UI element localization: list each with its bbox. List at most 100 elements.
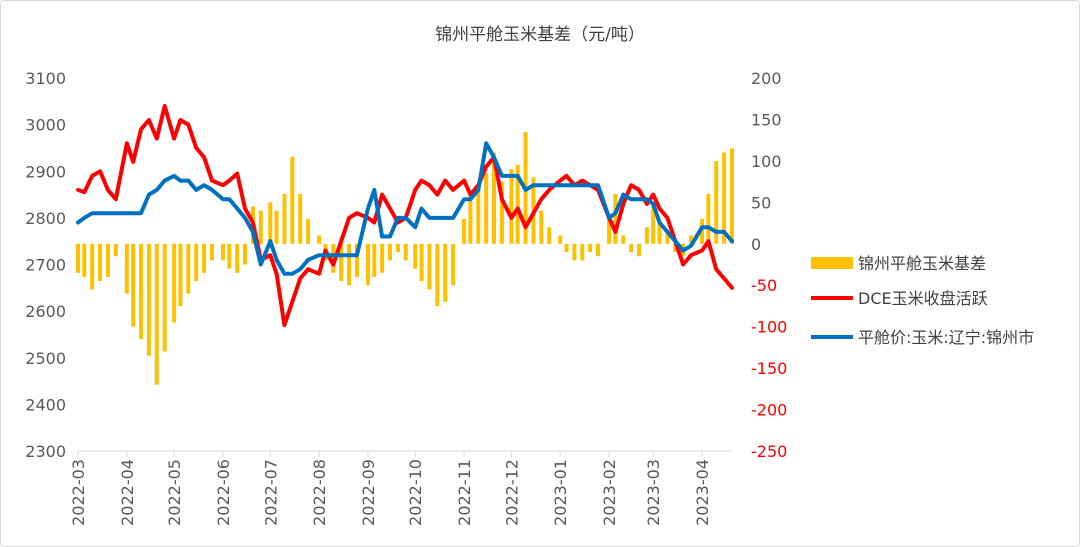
basis-bar xyxy=(82,243,87,277)
right-tick-label: -50 xyxy=(751,276,777,295)
basis-bar xyxy=(419,243,424,282)
right-tick-label: -200 xyxy=(751,401,787,420)
x-tick-label: 2022-09 xyxy=(359,459,378,526)
x-tick-label: 2022-03 xyxy=(69,459,88,526)
basis-bar xyxy=(547,227,552,244)
basis-bar xyxy=(722,152,727,244)
basis-bar xyxy=(139,243,144,340)
basis-bar xyxy=(395,243,400,253)
basis-bar xyxy=(427,243,432,290)
x-tick-label: 2023-01 xyxy=(551,459,570,526)
basis-bar xyxy=(499,181,504,244)
x-tick-label: 2022-12 xyxy=(502,459,521,526)
basis-bar xyxy=(90,243,95,290)
right-tick-label: 100 xyxy=(751,152,782,171)
basis-bar xyxy=(476,185,481,244)
right-tick-label: 0 xyxy=(751,235,761,254)
basis-bar xyxy=(468,194,473,244)
basis-bar xyxy=(607,218,612,244)
basis-bar xyxy=(186,243,191,294)
basis-bar xyxy=(339,243,344,282)
x-tick-label: 2022-08 xyxy=(310,459,329,526)
basis-bar xyxy=(372,243,377,277)
x-tick-label: 2022-05 xyxy=(165,459,184,526)
left-tick-label: 2400 xyxy=(25,395,66,414)
basis-bar xyxy=(515,165,520,244)
basis-bar xyxy=(596,243,601,257)
basis-bar xyxy=(462,218,467,244)
basis-bar xyxy=(347,243,352,286)
x-tick-label: 2023-02 xyxy=(600,459,619,526)
basis-bar xyxy=(714,160,719,244)
basis-bar xyxy=(673,243,678,253)
basis-bar xyxy=(572,243,577,261)
basis-bar xyxy=(274,210,279,244)
basis-bar xyxy=(492,152,497,244)
basis-bar xyxy=(258,210,263,244)
basis-bar xyxy=(613,194,618,244)
basis-bar xyxy=(644,227,649,244)
price-lines xyxy=(76,104,734,328)
basis-bar xyxy=(235,243,240,273)
basis-bar xyxy=(146,243,151,356)
basis-bar xyxy=(700,218,705,244)
x-tick-label: 2022-04 xyxy=(118,459,137,526)
basis-bar xyxy=(730,148,734,244)
basis-bar xyxy=(282,194,287,244)
basis-bar xyxy=(317,235,322,244)
left-tick-label: 2500 xyxy=(25,349,66,368)
basis-bar xyxy=(290,156,295,244)
basis-bar xyxy=(243,243,248,265)
basis-bar xyxy=(509,169,514,244)
basis-bar xyxy=(306,218,311,244)
basis-bar xyxy=(443,243,448,302)
basis-bar xyxy=(227,243,232,269)
basis-bar xyxy=(580,243,585,261)
left-tick-label: 3000 xyxy=(25,116,66,135)
x-tick-label: 2023-03 xyxy=(644,459,663,526)
left-tick-label: 2800 xyxy=(25,209,66,228)
basis-bar xyxy=(354,243,359,277)
basis-bar xyxy=(435,243,440,306)
basis-bar xyxy=(209,243,214,261)
basis-bar xyxy=(131,243,136,327)
basis-bar xyxy=(484,173,489,244)
basis-bar xyxy=(588,243,593,253)
basis-bar xyxy=(98,243,103,282)
right-tick-label: 50 xyxy=(751,193,771,212)
x-tick-label: 2022-07 xyxy=(261,459,280,526)
basis-bar xyxy=(202,243,207,273)
right-tick-label: -100 xyxy=(751,318,787,337)
left-tick-label: 2700 xyxy=(25,256,66,275)
basis-bar xyxy=(388,243,393,261)
basis-bar xyxy=(539,210,544,244)
x-tick-label: 2022-11 xyxy=(455,459,474,526)
basis-bars xyxy=(76,131,734,385)
basis-bar xyxy=(651,202,656,244)
legend-swatch-basis xyxy=(811,257,853,269)
x-tick-label: 2022-10 xyxy=(406,459,425,526)
basis-bar xyxy=(558,235,563,244)
basis-bar xyxy=(220,243,225,261)
basis-bar xyxy=(268,202,273,244)
basis-bar xyxy=(154,243,159,385)
basis-bar xyxy=(365,243,370,286)
x-tick-label: 2022-06 xyxy=(214,459,233,526)
basis-bar xyxy=(621,235,626,244)
basis-bar xyxy=(657,223,662,244)
basis-bar xyxy=(403,243,408,261)
basis-bar xyxy=(162,243,167,352)
basis-bar xyxy=(380,243,385,273)
left-tick-label: 2600 xyxy=(25,302,66,321)
basis-bar xyxy=(113,243,118,257)
basis-bar xyxy=(413,243,418,269)
right-tick-label: 200 xyxy=(751,69,782,88)
basis-bar xyxy=(105,243,110,277)
jinzhou-price-line xyxy=(76,141,734,276)
legend-label: DCE玉米收盘活跃 xyxy=(858,289,988,308)
legend-label: 锦州平舱玉米基差 xyxy=(858,254,986,273)
basis-bar xyxy=(178,243,183,306)
basis-bar xyxy=(194,243,199,282)
basis-bar xyxy=(706,194,711,244)
